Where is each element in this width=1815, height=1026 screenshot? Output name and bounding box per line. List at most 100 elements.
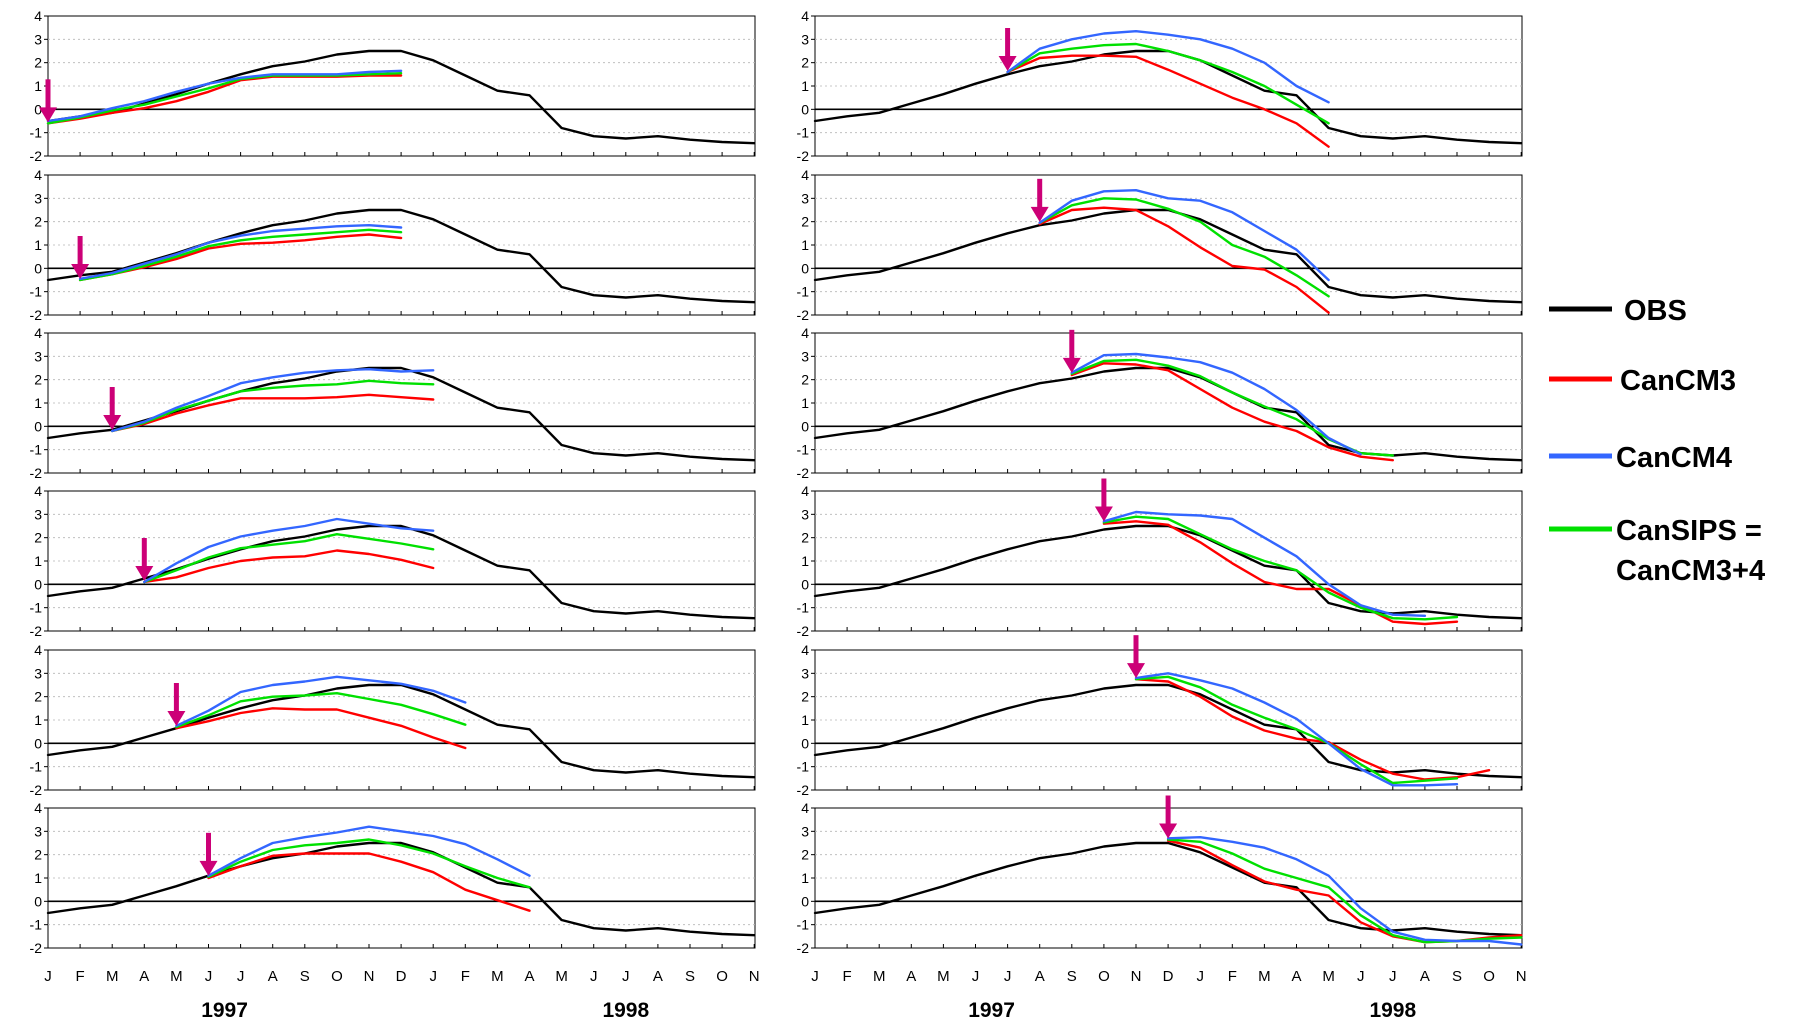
- y-tick-label: -2: [30, 623, 43, 639]
- cansips-line: [207, 838, 531, 889]
- y-tick-label: -2: [30, 782, 43, 798]
- x-tick-label: J: [44, 968, 52, 985]
- y-tick-label: 3: [34, 348, 42, 364]
- x-tick-label: D: [1163, 968, 1174, 985]
- y-tick-label: 3: [34, 823, 42, 839]
- y-tick-label: 2: [801, 214, 809, 230]
- start-arrow-head: [71, 264, 90, 279]
- start-arrow-head: [1127, 663, 1145, 679]
- x-tick-label: J: [590, 968, 598, 985]
- y-tick-label: 2: [34, 847, 42, 863]
- cancm4-line: [110, 368, 435, 433]
- obs-line: [813, 366, 1523, 462]
- year-label: 1997: [201, 999, 248, 1022]
- cancm4-line: [143, 517, 435, 584]
- x-tick-label: A: [906, 968, 916, 985]
- y-tick-label: 1: [801, 712, 809, 728]
- y-tick-label: -2: [797, 465, 810, 481]
- x-tick-label: A: [1291, 968, 1301, 985]
- y-tick-label: 4: [34, 642, 42, 658]
- x-tick-label: F: [76, 968, 85, 985]
- obs-line: [813, 524, 1523, 620]
- legend-label: CanSIPS =: [1616, 515, 1762, 547]
- y-tick-label: 1: [801, 395, 809, 411]
- y-tick-label: 3: [34, 506, 42, 522]
- y-tick-label: -1: [30, 125, 43, 141]
- x-tick-label: J: [1357, 968, 1365, 985]
- x-tick-label: S: [1067, 968, 1077, 985]
- x-tick-label: M: [1322, 968, 1335, 985]
- x-tick-label: A: [1035, 968, 1045, 985]
- legend-label: CanCM4: [1616, 442, 1732, 474]
- panels: 4 3 2 1 0 -1 -2 4 3 2 1 0 -1 -2 4 3 2 1 0 -1 -2 4 3 2 1 0 -1 -2 4 3 2 1…: [30, 8, 1523, 956]
- panel-8: 4 3 2 1 0 -1 -2: [797, 167, 1523, 323]
- panel-3: 4 3 2 1 0 -1 -2: [30, 325, 756, 481]
- y-tick-label: -1: [30, 284, 43, 300]
- cansips-line: [1006, 42, 1330, 125]
- cancm3-line: [207, 852, 531, 912]
- y-tick-label: 0: [801, 418, 809, 434]
- cancm3-line: [143, 549, 435, 584]
- y-tick-label: 1: [34, 870, 42, 886]
- start-arrow-head: [1030, 206, 1049, 222]
- y-tick-label: 1: [801, 78, 809, 94]
- x-tick-label: A: [653, 968, 663, 985]
- start-arrow-head: [39, 107, 57, 123]
- panel-12: 4 3 2 1 0 -1 -2: [797, 795, 1523, 956]
- cancm3-line: [1038, 206, 1330, 314]
- y-tick-label: 3: [34, 665, 42, 681]
- y-tick-label: -1: [30, 759, 43, 775]
- cancm3-line: [110, 393, 435, 433]
- obs-line: [46, 683, 756, 779]
- obs-line: [46, 524, 756, 620]
- y-tick-label: 4: [34, 800, 42, 816]
- obs-line: [46, 208, 756, 304]
- y-tick-label: -2: [30, 940, 43, 956]
- y-tick-label: 3: [801, 823, 809, 839]
- panel-10: 4 3 2 1 0 -1 -2: [797, 478, 1523, 639]
- y-tick-label: 3: [801, 665, 809, 681]
- x-tick-label: O: [331, 968, 343, 985]
- y-tick-label: 3: [801, 31, 809, 47]
- cansips-line: [143, 533, 435, 584]
- cansips-line: [46, 71, 403, 125]
- x-tick-label: J: [811, 968, 819, 985]
- x-tick-label: M: [170, 968, 183, 985]
- y-tick-label: 2: [801, 55, 809, 71]
- x-tick-label: A: [268, 968, 278, 985]
- cancm3-line: [1102, 520, 1459, 626]
- start-arrow-head: [1094, 506, 1113, 522]
- x-tick-label: O: [1098, 968, 1110, 985]
- y-tick-label: 2: [801, 530, 809, 546]
- x-tick-label: O: [1483, 968, 1495, 985]
- x-tick-label: A: [524, 968, 534, 985]
- x-tick-label: J: [1004, 968, 1012, 985]
- panel-9: 4 3 2 1 0 -1 -2: [797, 325, 1523, 481]
- y-tick-label: 1: [34, 553, 42, 569]
- y-tick-label: 4: [34, 167, 42, 183]
- cancm4-line: [46, 69, 403, 123]
- year-label: 1998: [1369, 999, 1416, 1022]
- cansips-line: [1102, 515, 1459, 621]
- panel-2: 4 3 2 1 0 -1 -2: [30, 167, 756, 323]
- y-tick-label: -2: [30, 307, 43, 323]
- y-tick-label: 2: [801, 372, 809, 388]
- cancm4-line: [78, 223, 403, 280]
- panel-7: 4 3 2 1 0 -1 -2: [797, 8, 1523, 164]
- obs-line: [813, 49, 1523, 145]
- y-tick-label: -1: [797, 917, 810, 933]
- cansips-line: [78, 228, 403, 282]
- start-arrow-head: [135, 566, 154, 581]
- cansips-line: [110, 379, 435, 433]
- y-tick-label: -1: [30, 917, 43, 933]
- x-tick-label: A: [139, 968, 149, 985]
- cancm4-line: [1134, 672, 1459, 787]
- x-tick-label: S: [685, 968, 695, 985]
- x-tick-label: J: [972, 968, 980, 985]
- panel-6: 4 3 2 1 0 -1 -2: [30, 800, 756, 956]
- y-tick-label: -1: [797, 284, 810, 300]
- y-tick-label: -2: [797, 307, 810, 323]
- y-tick-label: 2: [34, 214, 42, 230]
